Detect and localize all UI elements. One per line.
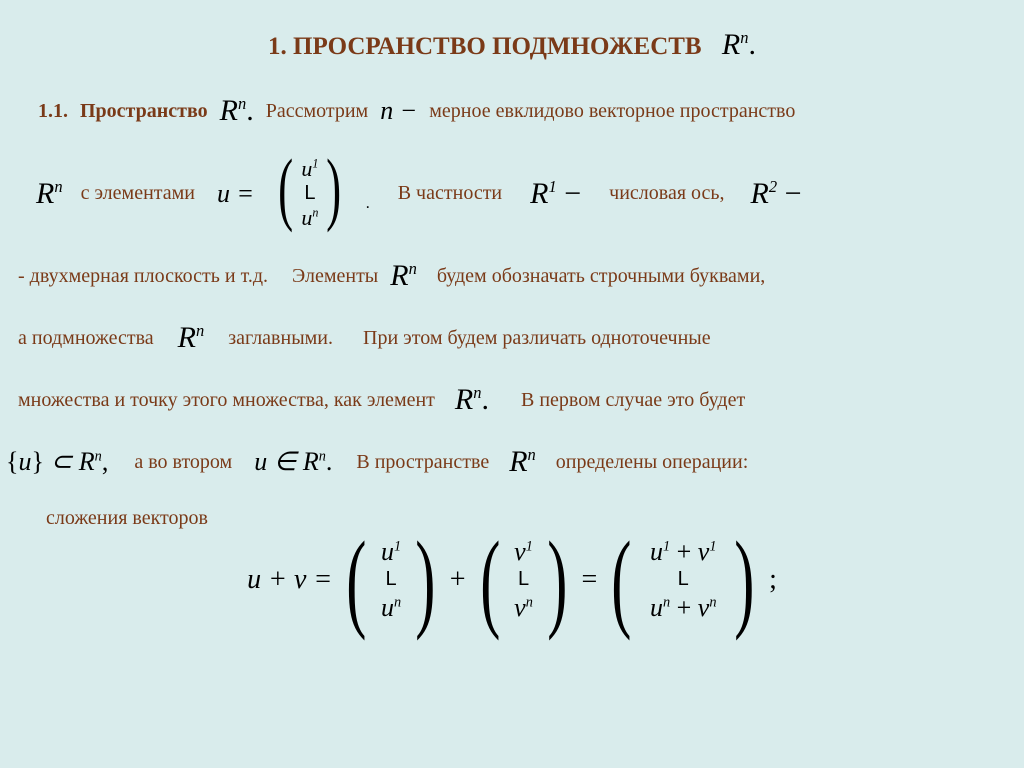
text: - двухмерная плоскость и т.д. — [18, 265, 268, 288]
text: В первом случае это будет — [521, 389, 745, 412]
slide-title: 1. ПРОСРАНСТВО ПОДМНОЖЕСТВ Rn. — [18, 28, 1006, 62]
line-7: сложения векторов — [18, 507, 1006, 530]
line-3: - двухмерная плоскость и т.д. Элементы R… — [18, 259, 1006, 293]
math-Rn: Rn — [36, 177, 63, 211]
line-6: {u} ⊂ Rn, а во втором u ∈ Rn. В простран… — [6, 445, 1006, 479]
plus: + — [450, 564, 466, 596]
text: мерное евклидово векторное пространство — [429, 100, 795, 123]
text: Элементы — [292, 265, 378, 288]
vector-addition-equation: u + v = ( u1 L un ) + ( v1 L vn ) = ( — [18, 536, 1006, 624]
text: При этом будем различать одноточечные — [363, 327, 711, 350]
text: а подмножества — [18, 327, 154, 350]
period: . — [366, 195, 370, 213]
text: определены операции: — [556, 451, 749, 474]
column-vector-u: ( u1 L un ) — [272, 156, 348, 231]
text: В пространстве — [356, 451, 489, 474]
math-u-in-Rn: u ∈ Rn. — [254, 447, 332, 477]
column-vector-v: ( v1 L vn ) — [472, 536, 576, 624]
column-vector-u: ( u1 L un ) — [338, 536, 443, 624]
section-number: 1.1. — [38, 100, 68, 123]
text: множества и точку этого множества, как э… — [18, 389, 435, 412]
math-Rn: Rn. — [220, 94, 254, 128]
title-number: 1. — [268, 33, 287, 60]
text: Рассмотрим — [266, 100, 369, 123]
math-set-subset: {u} ⊂ Rn, — [6, 447, 108, 477]
text: числовая ось, — [609, 182, 724, 205]
math-Rn: Rn — [509, 445, 536, 479]
line-5: множества и точку этого множества, как э… — [18, 383, 1006, 417]
math-n-minus: n − — [380, 96, 417, 126]
text: с элементами — [81, 182, 195, 205]
line-1: 1.1. Пространство Rn. Рассмотрим n − мер… — [18, 94, 1006, 128]
math-Rn: Rn — [390, 259, 417, 293]
title-text: ПРОСРАНСТВО ПОДМНОЖЕСТВ — [293, 33, 702, 60]
math-R2: R2 − — [751, 177, 802, 211]
equals: = — [582, 564, 598, 596]
text: В частности — [398, 182, 502, 205]
eq-lhs: u + v = — [247, 564, 332, 596]
title-math: Rn. — [722, 28, 756, 61]
math-Rn: Rn — [178, 321, 205, 355]
slide-content: 1. ПРОСРАНСТВО ПОДМНОЖЕСТВ Rn. 1.1. Прос… — [0, 0, 1024, 634]
text: сложения векторов — [46, 507, 208, 530]
text: заглавными. — [228, 327, 333, 350]
line-4: а подмножества Rn заглавными. При этом б… — [18, 321, 1006, 355]
text: а во втором — [134, 451, 232, 474]
line-2: Rn с элементами u = ( u1 L un ) . В част… — [18, 156, 1006, 231]
text: будем обозначать строчными буквами, — [437, 265, 765, 288]
math-R1: R1 − — [530, 177, 581, 211]
semicolon: ; — [769, 564, 777, 596]
math-Rn: Rn. — [455, 383, 489, 417]
eq-lhs: u = — [217, 179, 254, 209]
section-title: Пространство — [80, 100, 208, 123]
column-vector-sum: ( u1 + v1 L un + vn ) — [603, 536, 763, 624]
